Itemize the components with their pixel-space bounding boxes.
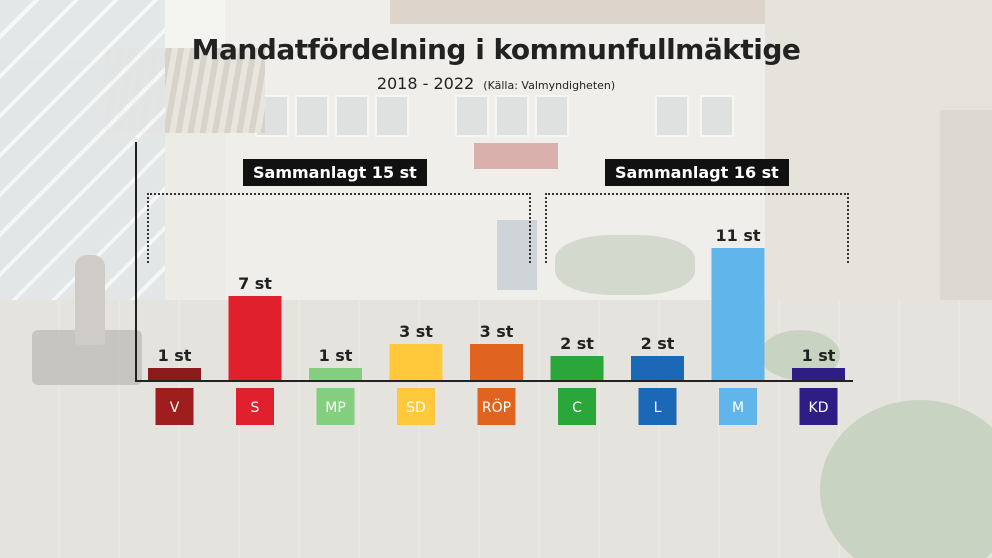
party-badge-m	[719, 388, 757, 425]
party-badge-kd	[799, 388, 838, 425]
bar-sd	[389, 344, 443, 380]
party-badge-l	[638, 388, 677, 425]
tick-label-mp: MP	[325, 400, 346, 416]
bar-s	[228, 296, 282, 380]
value-label-rop: 3 st	[480, 322, 514, 341]
group-label-right: Sammanlagt 16 st	[605, 159, 789, 186]
bar-rop	[470, 344, 523, 380]
tick-label-l: L	[654, 400, 662, 416]
group-bracket-right	[545, 193, 849, 195]
tick-label-m: M	[732, 400, 744, 416]
party-badge-rop	[477, 388, 516, 425]
chart-subtitle: 2018 - 2022	[376, 74, 475, 93]
subtitle-row: 2018 - 2022 (Källa: Valmyndigheten)	[0, 74, 992, 93]
value-label-m: 11 st	[715, 226, 760, 245]
bars-group: 1 st V 7 st S 1 st MP 3 st SD 3 st RÖP 2 st C 2 st L 1…	[148, 226, 845, 425]
party-badge-s	[236, 388, 274, 425]
bar-v	[148, 368, 201, 380]
bar-c	[550, 356, 604, 380]
bar-l	[631, 356, 684, 380]
tick-label-kd: KD	[809, 400, 829, 416]
party-badge-mp	[316, 388, 355, 425]
value-label-sd: 3 st	[399, 322, 433, 341]
bar-mp	[309, 368, 362, 380]
bar-kd	[792, 368, 845, 380]
tick-label-rop: RÖP	[482, 398, 511, 416]
chart-source: (Källa: Valmyndigheten)	[483, 79, 616, 92]
group-label-left: Sammanlagt 15 st	[243, 159, 427, 186]
tick-label-c: C	[572, 400, 582, 416]
tick-label-v: V	[170, 400, 180, 416]
tick-label-s: S	[251, 400, 260, 416]
value-label-kd: 1 st	[802, 346, 836, 365]
party-badge-c	[558, 388, 596, 425]
group-bracket-left	[147, 193, 531, 195]
group-bracket-right-leg-end	[847, 193, 849, 263]
value-label-s: 7 st	[238, 274, 272, 293]
value-label-l: 2 st	[641, 334, 675, 353]
tick-label-sd: SD	[406, 400, 426, 416]
bar-m	[711, 248, 765, 380]
value-label-mp: 1 st	[319, 346, 353, 365]
group-bracket-left-leg-start	[147, 193, 149, 263]
group-bracket-right-leg-start	[545, 193, 547, 263]
value-label-c: 2 st	[560, 334, 594, 353]
party-badge-v	[155, 388, 194, 425]
group-bracket-left-leg-end	[529, 193, 531, 263]
party-badge-sd	[397, 388, 435, 425]
value-label-v: 1 st	[158, 346, 192, 365]
chart-title: Mandatfördelning i kommunfullmäktige	[191, 33, 801, 66]
